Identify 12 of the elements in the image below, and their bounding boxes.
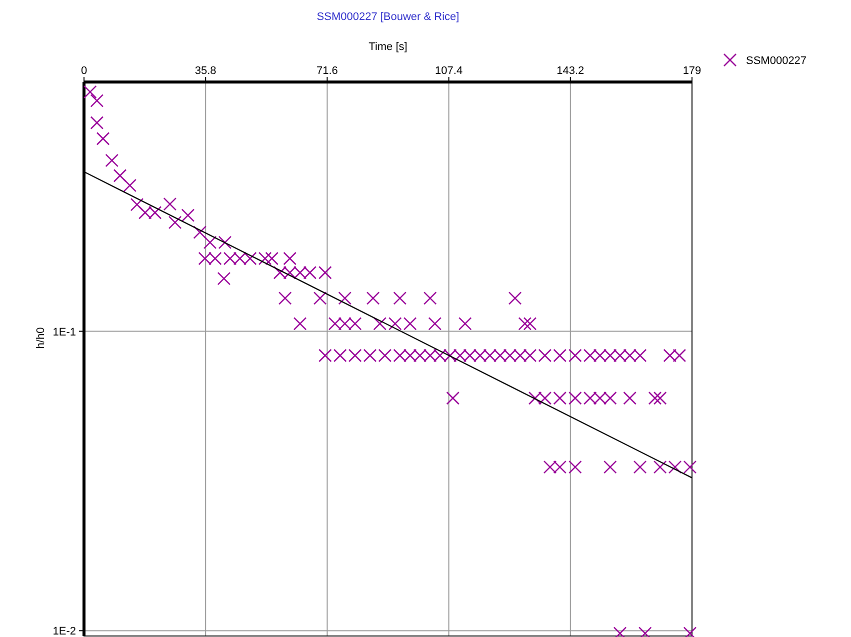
- y-tick-label: 1E-2: [52, 626, 76, 637]
- x-tick-label: 179: [682, 65, 702, 77]
- x-axis-title: Time [s]: [368, 41, 408, 53]
- x-tick-label: 35.8: [194, 65, 216, 77]
- y-axis-title: h/h0: [35, 327, 47, 349]
- x-tick-label: 71.6: [316, 65, 338, 77]
- x-tick-label: 107.4: [435, 65, 463, 77]
- chart-title: SSM000227 [Bouwer & Rice]: [316, 11, 460, 23]
- x-tick-label: 143.2: [556, 65, 584, 77]
- y-tick-label: 1E-1: [52, 326, 76, 338]
- x-tick-label: 0: [80, 65, 88, 77]
- legend-label: SSM000227: [746, 55, 807, 67]
